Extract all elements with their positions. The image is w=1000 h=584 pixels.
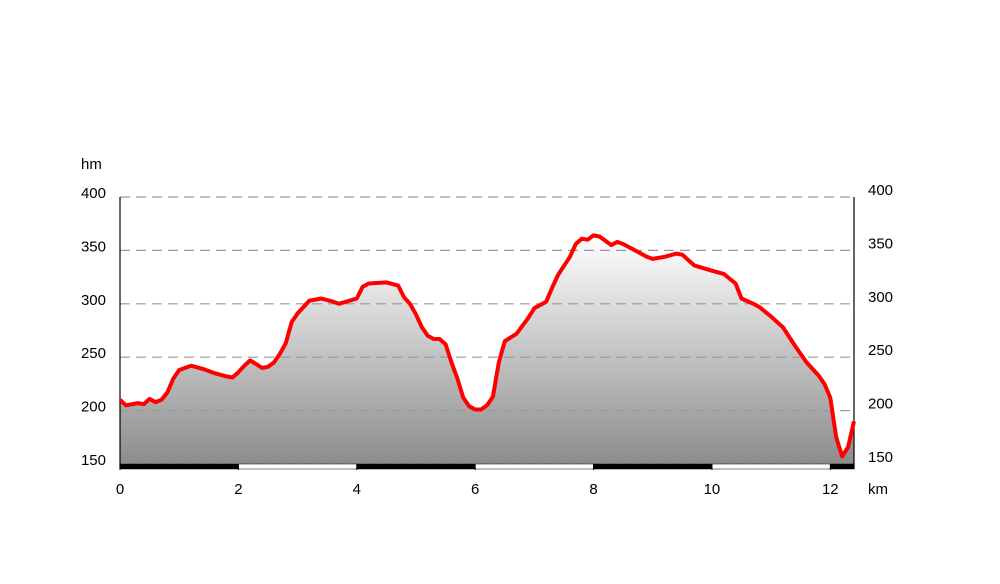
scale-bar — [119, 463, 239, 470]
x-axis-label: km — [868, 481, 888, 498]
area-fill — [120, 235, 854, 464]
x-tick-label: 2 — [234, 481, 242, 498]
scale-bar — [474, 463, 594, 470]
x-tick-label: 10 — [704, 481, 721, 498]
y-tick-label: 150 — [81, 452, 106, 469]
x-tick-label: 4 — [353, 481, 361, 498]
y-axis-label: hm — [81, 156, 102, 173]
x-tick-label: 6 — [471, 481, 479, 498]
y-tick-label: 200 — [81, 399, 106, 416]
scale-bar — [593, 463, 713, 470]
scale-bar — [711, 463, 831, 470]
scale-bar — [830, 463, 855, 470]
x-tick-label: 12 — [822, 481, 839, 498]
y2-tick-label: 400 — [868, 182, 893, 199]
scale-bar — [238, 463, 358, 470]
y-tick-label: 250 — [81, 345, 106, 362]
elevation-line — [118, 233, 856, 459]
y-tick-label: 400 — [81, 185, 106, 202]
y2-tick-label: 350 — [868, 235, 893, 252]
scale-bar — [356, 463, 476, 470]
y2-tick-label: 300 — [868, 289, 893, 306]
y2-tick-label: 250 — [868, 342, 893, 359]
x-tick-label: 0 — [116, 481, 124, 498]
x-tick-label: 8 — [589, 481, 597, 498]
y-tick-label: 350 — [81, 238, 106, 255]
y-tick-label: 300 — [81, 292, 106, 309]
y2-tick-label: 200 — [868, 396, 893, 413]
y2-tick-label: 150 — [868, 449, 893, 466]
